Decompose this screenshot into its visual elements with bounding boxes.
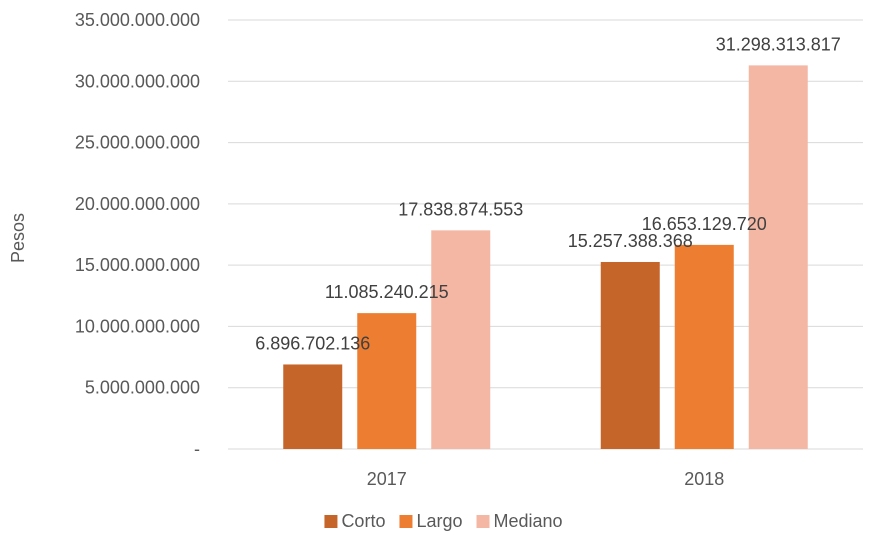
legend-item-largo: Largo <box>399 511 463 531</box>
bar-mediano-2017 <box>431 230 491 449</box>
y-tick-label: 5.000.000.000 <box>85 378 200 398</box>
y-tick-label: 15.000.000.000 <box>75 255 200 275</box>
legend: Corto Largo Mediano <box>324 511 563 531</box>
legend-item-mediano: Mediano <box>476 511 563 531</box>
legend-swatch <box>399 515 413 528</box>
legend-item-corto: Corto <box>324 511 385 531</box>
data-labels: 6.896.702.136 11.085.240.215 17.838.874.55… <box>255 34 841 353</box>
bars <box>283 65 808 449</box>
y-tick-label: 35.000.000.000 <box>75 10 200 30</box>
legend-swatch <box>476 515 490 528</box>
y-tick-label: 10.000.000.000 <box>75 316 200 336</box>
data-label: 15.257.388.368 <box>568 231 693 251</box>
legend-label: Largo <box>416 511 462 531</box>
y-axis-title: Pesos <box>8 213 28 263</box>
y-axis-ticks: - 5.000.000.000 10.000.000.000 15.000.000.0… <box>75 10 200 459</box>
y-tick-label: 20.000.000.000 <box>75 194 200 214</box>
legend-swatch <box>324 515 338 528</box>
data-label: 31.298.313.817 <box>716 34 841 54</box>
bar-largo-2017 <box>357 313 417 449</box>
x-tick-label: 2017 <box>367 469 407 489</box>
bar-corto-2017 <box>283 364 343 449</box>
y-tick-label: - <box>194 439 200 459</box>
legend-label: Corto <box>341 511 385 531</box>
legend-label: Mediano <box>494 511 563 531</box>
bar-mediano-2018 <box>748 65 808 449</box>
data-label: 17.838.874.553 <box>398 199 523 219</box>
bar-largo-2018 <box>674 244 734 449</box>
x-tick-label: 2018 <box>684 469 724 489</box>
data-label: 6.896.702.136 <box>255 333 370 353</box>
data-label: 11.085.240.215 <box>325 282 449 302</box>
data-label: 16.653.129.720 <box>642 214 767 234</box>
x-axis-ticks: 2017 2018 <box>367 469 725 489</box>
y-tick-label: 30.000.000.000 <box>75 71 200 91</box>
bar-corto-2018 <box>600 261 660 449</box>
y-tick-label: 25.000.000.000 <box>75 133 200 153</box>
